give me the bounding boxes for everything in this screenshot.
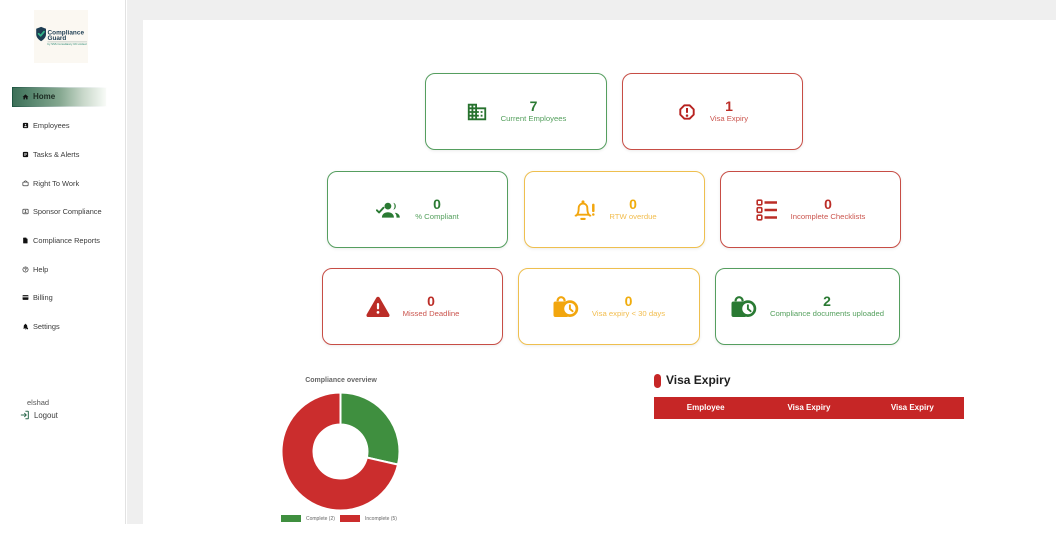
svg-text:Compliance: Compliance <box>48 30 85 37</box>
svg-text:by SSS Consultancy UK Limited: by SSS Consultancy UK Limited <box>48 42 87 46</box>
svg-text:Guard: Guard <box>48 35 67 42</box>
